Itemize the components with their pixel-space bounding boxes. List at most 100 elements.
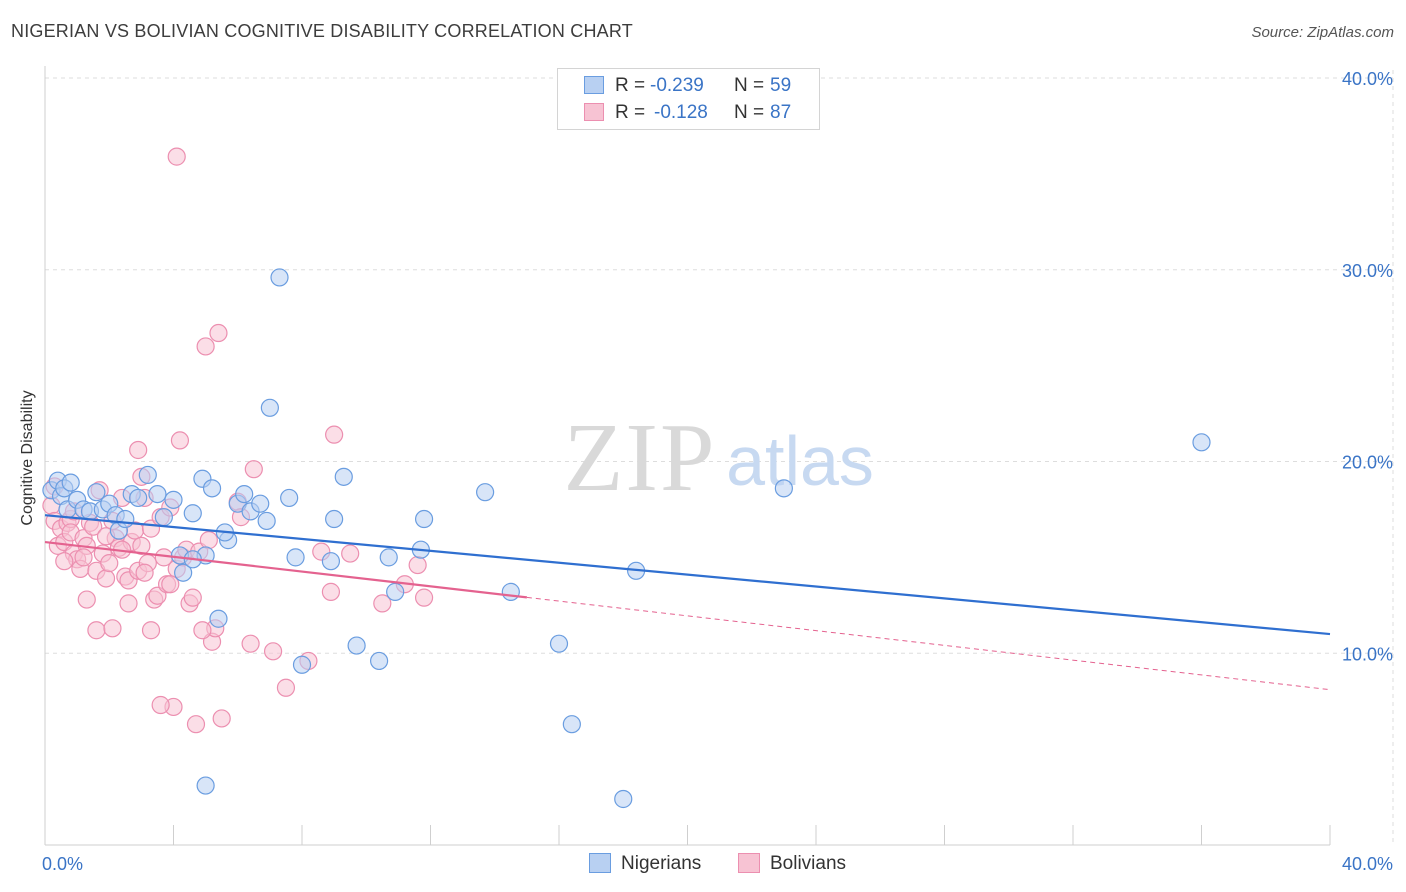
- bolivian-point: [141, 621, 161, 640]
- bolivian-point: [161, 575, 180, 594]
- nigerian-point: [183, 504, 202, 523]
- nigerian-point: [129, 488, 148, 508]
- bolivian-point: [241, 634, 260, 653]
- bolivian-point: [321, 582, 341, 601]
- grid-lines: [45, 70, 1394, 845]
- bolivian-point: [193, 621, 212, 640]
- nigerian-point: [87, 483, 106, 502]
- nigerian-point: [174, 563, 193, 582]
- x-tick-label: 40.0%: [1342, 854, 1393, 874]
- nigerian-point: [280, 488, 299, 508]
- n-label: N =: [734, 102, 765, 123]
- bolivian-point: [341, 544, 360, 563]
- n-value: 87: [770, 102, 792, 123]
- nigerian-point: [164, 490, 183, 509]
- nigerian-point: [1192, 433, 1211, 452]
- bolivian-point: [414, 588, 434, 607]
- nigerian-point: [196, 776, 215, 795]
- nigerian-point: [476, 483, 495, 502]
- nigerian-point: [562, 715, 581, 734]
- bolivian-point: [77, 590, 96, 609]
- bolivian-point: [276, 678, 296, 697]
- bolivian-point: [170, 431, 190, 450]
- tick-labels: 10.0% 20.0% 30.0% 40.0% 0.0% 40.0%: [42, 69, 1393, 874]
- nigerian-point: [774, 479, 793, 498]
- watermark: ZIP atlas: [564, 404, 874, 512]
- y-tick-label: 40.0%: [1342, 69, 1393, 89]
- bolivian-point: [325, 425, 344, 444]
- y-tick-label: 30.0%: [1342, 261, 1393, 281]
- bolivian-point: [186, 715, 206, 734]
- nigerian-point: [116, 509, 135, 529]
- bolivian-point: [132, 536, 151, 555]
- chart-title: NIGERIAN VS BOLIVIAN COGNITIVE DISABILIT…: [11, 21, 633, 41]
- trend-lines: [44, 514, 1331, 691]
- bolivian-point: [408, 555, 427, 575]
- x-tick-label: 0.0%: [42, 854, 83, 874]
- bolivian-point: [244, 460, 263, 479]
- bolivians-trend-line: [44, 540, 528, 599]
- bolivian-point: [100, 554, 119, 573]
- n-label: N =: [734, 75, 765, 96]
- bolivian-point: [151, 695, 170, 715]
- r-value: -0.128: [654, 102, 708, 123]
- n-value: 59: [770, 75, 792, 96]
- bolivian-point: [212, 709, 231, 728]
- stats-legend: R = -0.239 N = 59 R = -0.128 N = 87: [557, 68, 820, 130]
- nigerian-point: [270, 268, 289, 287]
- bolivian-point: [263, 642, 283, 661]
- nigerian-point: [148, 484, 167, 504]
- r-label: R =: [615, 102, 646, 123]
- nigerian-point: [209, 609, 228, 628]
- y-tick-label: 20.0%: [1342, 453, 1393, 473]
- bolivian-point: [209, 323, 228, 343]
- legend-label: Nigerians: [621, 853, 702, 874]
- nigerian-point: [154, 508, 173, 527]
- bolivian-point: [129, 440, 148, 460]
- nigerian-point: [325, 509, 344, 529]
- bolivian-point: [119, 594, 138, 613]
- r-label: R =: [615, 75, 646, 96]
- nigerians-swatch: [589, 853, 611, 873]
- nigerian-point: [334, 467, 353, 486]
- bolivian-point: [87, 621, 106, 640]
- source-label: Source: ZipAtlas.com: [1251, 24, 1394, 41]
- bolivian-point: [199, 531, 218, 550]
- legend-label: Bolivians: [770, 853, 847, 874]
- bolivian-point: [196, 337, 215, 356]
- nigerian-point: [251, 494, 270, 513]
- nigerian-point: [549, 634, 569, 653]
- nigerian-point: [386, 582, 405, 601]
- nigerian-point: [292, 655, 312, 674]
- bolivian-point: [103, 619, 122, 638]
- watermark-atlas: atlas: [726, 422, 874, 500]
- nigerian-point: [257, 511, 276, 531]
- bolivian-point: [96, 569, 116, 588]
- r-value: -0.239: [650, 75, 704, 96]
- nigerian-point: [379, 548, 398, 567]
- nigerian-point: [321, 552, 341, 571]
- bolivian-point: [55, 552, 74, 571]
- nigerian-point: [501, 582, 520, 601]
- bolivian-point: [74, 548, 93, 567]
- axes: [44, 66, 1331, 846]
- y-tick-label: 10.0%: [1342, 644, 1393, 664]
- nigerian-point: [286, 548, 305, 567]
- nigerian-point: [260, 398, 279, 417]
- nigerian-point: [235, 484, 254, 504]
- nigerian-point: [138, 465, 157, 485]
- bolivians-swatch: [738, 853, 760, 873]
- bolivians-swatch: [584, 103, 604, 121]
- nigerians-trend-line: [44, 514, 1331, 636]
- nigerian-point: [414, 509, 434, 529]
- nigerians-swatch: [584, 76, 604, 94]
- bolivian-point: [167, 147, 186, 166]
- watermark-zip: ZIP: [564, 404, 717, 512]
- bolivian-point: [135, 563, 154, 582]
- nigerian-point: [202, 479, 222, 498]
- bolivian-point: [373, 594, 392, 613]
- bolivian-point: [183, 588, 202, 607]
- bolivians-trend-line-dashed: [526, 596, 1331, 691]
- nigerian-point: [614, 789, 633, 809]
